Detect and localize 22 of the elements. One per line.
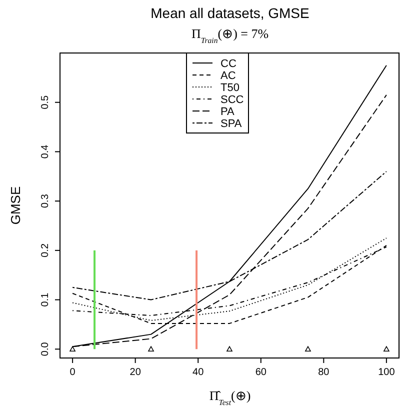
y-tick-label: 0.2 bbox=[40, 243, 51, 258]
x-tick-label: 60 bbox=[255, 367, 267, 378]
legend-label: SCC bbox=[220, 94, 244, 106]
legend-label: AC bbox=[220, 70, 236, 82]
y-tick-label: 0.0 bbox=[40, 342, 51, 356]
x-tick-label: 40 bbox=[192, 367, 204, 378]
y-tick-label: 0.4 bbox=[40, 144, 51, 159]
x-tick-label: 20 bbox=[130, 367, 142, 378]
legend-label: PA bbox=[220, 106, 236, 118]
legend-label: T50 bbox=[220, 82, 240, 94]
chart-title: Mean all datasets, GMSE bbox=[150, 5, 310, 21]
x-tick-label: 100 bbox=[378, 367, 396, 378]
chart-subtitle: Π$_{Train}$(⊕) = 7% bbox=[191, 26, 269, 44]
x-tick-label: 80 bbox=[318, 367, 330, 378]
y-tick-label: 0.3 bbox=[40, 194, 51, 208]
x-tick-label: 0 bbox=[70, 367, 76, 378]
y-tick-label: 0.1 bbox=[40, 292, 51, 307]
y-tick-label: 0.5 bbox=[40, 94, 51, 110]
legend-label: SPA bbox=[220, 118, 242, 130]
y-axis-title: GMSE bbox=[8, 186, 23, 225]
x-axis-title: Π̂$_{Test}$(⊕) bbox=[209, 388, 251, 406]
legend-label: CC bbox=[220, 58, 236, 70]
